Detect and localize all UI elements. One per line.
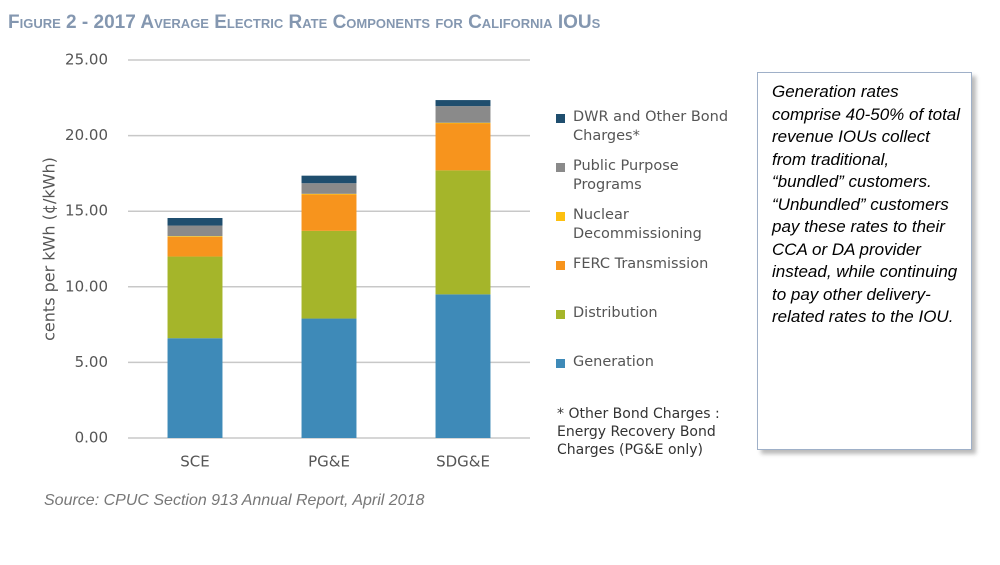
legend-swatch xyxy=(556,310,565,319)
source: Source: CPUC Section 913 Annual Report, … xyxy=(44,492,425,509)
y-axis-label: cents per kWh (¢/kWh) xyxy=(40,157,59,341)
bar-segment xyxy=(301,175,357,184)
bar-segment xyxy=(301,193,357,195)
bar-segment xyxy=(301,183,357,194)
legend-label: Distribution xyxy=(573,305,658,321)
bar-segment xyxy=(167,338,223,438)
bar-segment xyxy=(167,236,223,237)
x-tick-label: SDG&E xyxy=(436,453,490,471)
bar-segment xyxy=(167,236,223,257)
y-tick-label: 15.00 xyxy=(65,202,108,220)
legend-label: Generation xyxy=(573,354,654,370)
bar-segment xyxy=(435,123,491,171)
legend-swatch xyxy=(556,359,565,368)
legend-label: Public Purpose Programs xyxy=(573,158,679,193)
x-tick-label: SCE xyxy=(180,453,209,471)
legend-item: Distribution xyxy=(556,304,756,353)
legend-item: Public Purpose Programs xyxy=(556,157,756,206)
y-tick-label: 0.00 xyxy=(75,429,108,447)
bar-segment xyxy=(435,106,491,123)
bar-segment xyxy=(167,218,223,226)
annotation: Generation rates comprise 40-50% of tota… xyxy=(757,72,972,450)
legend: DWR and Other Bond Charges* Public Purpos… xyxy=(556,108,756,402)
legend-label: DWR and Other Bond Charges* xyxy=(573,109,729,144)
bar-segment xyxy=(167,225,223,237)
bar-segment xyxy=(301,194,357,231)
legend-swatch xyxy=(556,212,565,221)
bar-segment xyxy=(301,230,357,319)
legend-swatch xyxy=(556,163,565,172)
x-tick-label: PG&E xyxy=(308,453,350,471)
legend-label: Nuclear Decommissioning xyxy=(573,207,702,242)
chart-title: Figure 2 - 2017 Average Electric Rate Co… xyxy=(8,12,601,33)
y-tick-label: 10.00 xyxy=(65,277,108,295)
y-tick-label: 20.00 xyxy=(65,126,108,144)
bar-segment xyxy=(167,256,223,339)
bar-segment xyxy=(435,100,491,107)
legend-swatch xyxy=(556,114,565,123)
legend-note: * Other Bond Charges : Energy Recovery B… xyxy=(557,406,720,458)
bar-segment xyxy=(435,170,491,295)
legend-item: DWR and Other Bond Charges* xyxy=(556,108,756,157)
bar-segment xyxy=(435,122,491,124)
legend-item: FERC Transmission xyxy=(556,255,756,304)
legend-label: FERC Transmission xyxy=(573,256,709,272)
legend-item: Generation xyxy=(556,353,756,402)
legend-swatch xyxy=(556,261,565,270)
y-tick-label: 25.00 xyxy=(65,51,108,69)
y-tick-label: 5.00 xyxy=(75,353,108,371)
bar-segment xyxy=(435,294,491,438)
legend-item: Nuclear Decommissioning xyxy=(556,206,756,255)
bar-segment xyxy=(301,318,357,438)
